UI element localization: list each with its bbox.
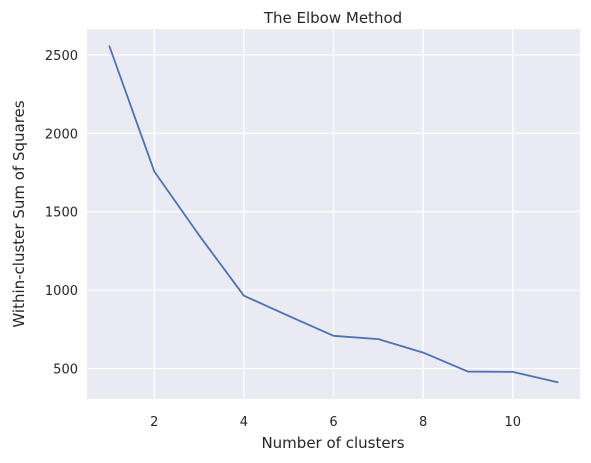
y-tick-label: 2000 xyxy=(45,127,78,142)
x-axis-label: Number of clusters xyxy=(261,434,404,452)
y-tick-labels: 500 1000 1500 2000 2500 xyxy=(45,49,78,378)
x-tick-label: 4 xyxy=(240,415,248,430)
y-tick-label: 500 xyxy=(53,362,78,377)
grid-lines xyxy=(87,29,580,399)
x-tick-label: 6 xyxy=(329,415,337,430)
x-tick-label: 10 xyxy=(504,415,521,430)
x-tick-label: 8 xyxy=(419,415,427,430)
series-line xyxy=(108,45,559,384)
x-tick-labels: 2 4 6 8 10 xyxy=(150,415,521,430)
y-tick-label: 1000 xyxy=(45,284,78,299)
y-tick-label: 2500 xyxy=(45,49,78,64)
x-tick-label: 2 xyxy=(150,415,158,430)
chart-title: The Elbow Method xyxy=(263,9,402,27)
y-axis-label: Within-cluster Sum of Squares xyxy=(10,100,28,327)
y-tick-label: 1500 xyxy=(45,206,78,221)
